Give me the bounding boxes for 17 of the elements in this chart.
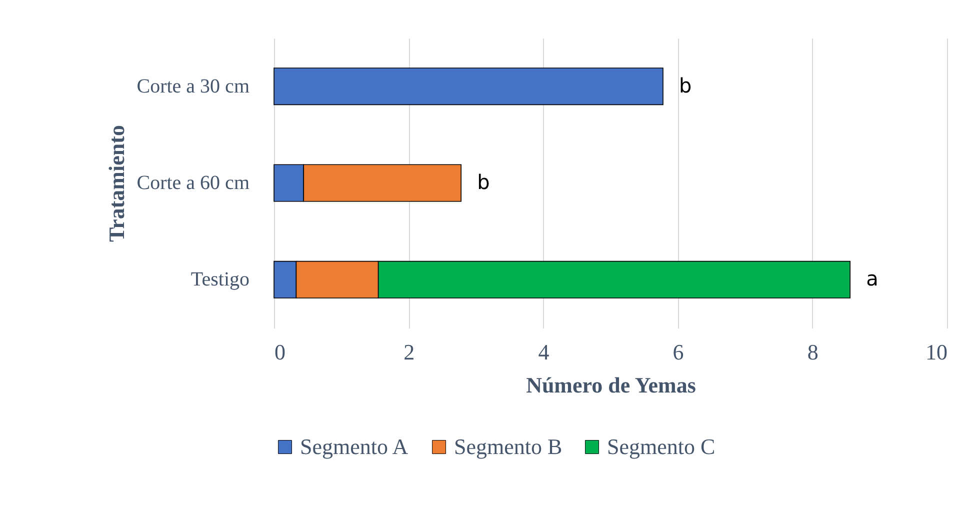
- annotation: b: [477, 170, 490, 194]
- x-tick-label: 4: [538, 340, 550, 364]
- y-tick-label: Corte a 60 cm: [136, 172, 250, 194]
- y-tick-label: Corte a 30 cm: [136, 75, 250, 98]
- legend-label: Segmento A: [300, 434, 408, 459]
- x-tick-label: 6: [672, 340, 684, 364]
- x-axis-title: Número de Yemas: [526, 372, 696, 398]
- legend-label: Segmento B: [454, 434, 562, 459]
- y-axis-title: Tratamiento: [104, 125, 129, 242]
- y-tick-label: Testigo: [190, 268, 250, 291]
- legend-label: Segmento C: [607, 434, 716, 459]
- x-tick-label: 8: [807, 340, 818, 364]
- annotation: a: [866, 266, 878, 291]
- x-tick-label: 0: [274, 340, 286, 364]
- annotation: b: [678, 73, 692, 98]
- x-tick-label: 10: [926, 340, 948, 364]
- x-tick-label: 2: [404, 340, 415, 364]
